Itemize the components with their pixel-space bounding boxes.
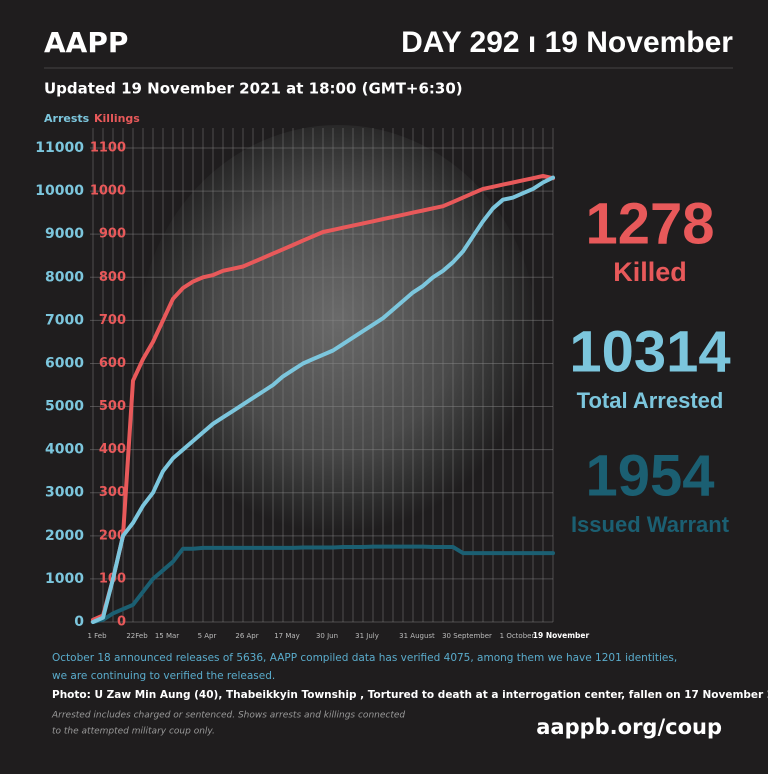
stat-label: Total Arrested: [577, 388, 724, 413]
y2-tick-label: 200: [99, 528, 126, 543]
axis-title: Arrests: [44, 112, 90, 125]
y2-tick-label: 800: [99, 270, 126, 285]
y-tick-label: 4000: [45, 442, 84, 458]
axis-title: Killings: [94, 112, 140, 125]
photo: [138, 125, 538, 555]
y2-tick-label: 500: [99, 399, 126, 414]
x-tick-label: 15 Mar: [155, 632, 179, 640]
y-tick-label: 7000: [45, 312, 84, 328]
y2-tick-label: 600: [99, 356, 126, 371]
x-tick-label: 1 Feb: [87, 632, 107, 640]
y-tick-label: 11000: [35, 140, 84, 156]
stat-value: 1954: [585, 443, 714, 508]
y2-tick-label: 300: [99, 485, 126, 500]
y2-tick-label: 400: [99, 442, 126, 457]
updated: Updated 19 November 2021 at 18:00 (GMT+6…: [44, 80, 463, 98]
logo: AAPP: [44, 26, 128, 59]
x-tick-label: 19 November: [533, 631, 590, 640]
x-tick-label: 31 July: [355, 632, 379, 640]
x-tick-label: 1 October: [500, 632, 535, 640]
x-tick-label: 17 May: [274, 632, 300, 640]
x-tick-label: 26 Apr: [235, 632, 258, 640]
y-tick-label: 0: [74, 614, 84, 630]
footnote: we are continuing to verified the releas…: [52, 670, 275, 682]
y-tick-label: 2000: [45, 528, 84, 544]
y-tick-label: 5000: [45, 399, 84, 415]
y2-tick-label: 700: [99, 313, 126, 328]
x-tick-label: 30 September: [442, 632, 492, 640]
x-tick-label: 5 Apr: [198, 632, 217, 640]
series-line: [91, 174, 555, 622]
y-tick-label: 9000: [45, 226, 84, 242]
y-tick-label: 8000: [45, 269, 84, 285]
y-tick-label: 6000: [45, 355, 84, 371]
series-line: [91, 544, 555, 624]
x-tick-label: 31 August: [399, 632, 435, 640]
y-tick-label: 10000: [35, 183, 84, 199]
day-title: DAY 292 ı 19 November: [401, 26, 733, 59]
note: Arrested includes charged or sentenced. …: [51, 711, 405, 721]
note: to the attempted military coup only.: [52, 727, 215, 737]
y-tick-label: 1000: [45, 571, 84, 587]
y2-tick-label: 900: [99, 227, 126, 242]
y-tick-label: 3000: [45, 485, 84, 501]
photo-caption: Photo: U Zaw Min Aung (40), Thabeikkyin …: [52, 689, 768, 701]
stat-value: 10314: [569, 319, 730, 384]
x-tick-label: 22Feb: [126, 632, 148, 640]
y2-tick-label: 1000: [90, 184, 126, 199]
stat-label: Killed: [613, 257, 687, 287]
y2-tick-label: 1100: [90, 141, 126, 156]
footnote: October 18 announced releases of 5636, A…: [52, 652, 677, 664]
stat-label: Issued Warrant: [571, 512, 730, 537]
stat-value: 1278: [585, 191, 714, 256]
series-line: [91, 175, 555, 624]
x-tick-label: 30 Jun: [316, 632, 338, 640]
y2-tick-label: 0: [117, 615, 126, 630]
url: aappb.org/coup: [536, 715, 722, 739]
